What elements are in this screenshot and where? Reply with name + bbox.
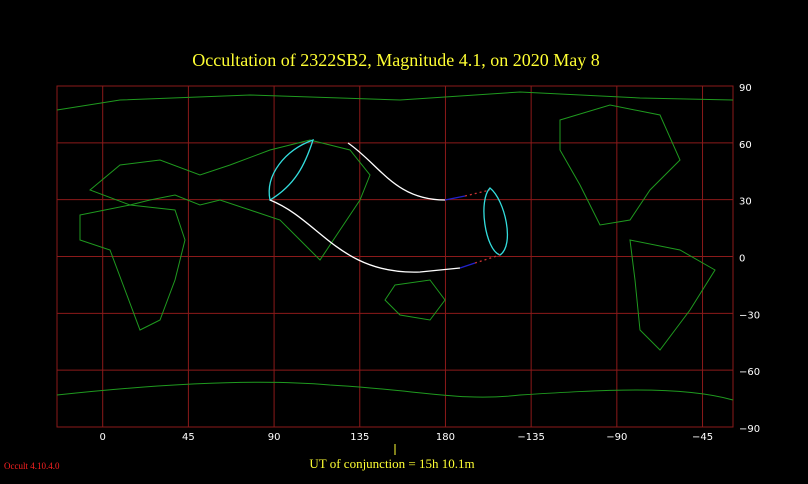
y-tick-label: 30 — [739, 197, 752, 208]
path-extension — [464, 189, 491, 197]
path-limit — [268, 138, 315, 202]
x-tick-label: 135 — [350, 432, 369, 443]
path-extension — [474, 254, 501, 264]
x-tick-label: 45 — [182, 432, 195, 443]
x-tick-label: 0 — [100, 432, 106, 443]
coastline — [79, 204, 186, 331]
path-extension — [459, 262, 476, 269]
y-tick-label: −60 — [739, 367, 760, 378]
path-extension — [444, 195, 466, 201]
coastline — [56, 381, 734, 401]
chart-title: Occultation of 2322SB2, Magnitude 4.1, o… — [192, 50, 599, 70]
coastline — [384, 279, 446, 321]
grid — [56, 85, 734, 428]
x-tick-label: 180 — [436, 432, 455, 443]
y-tick-label: 0 — [739, 254, 745, 265]
y-tick-label: 90 — [739, 83, 752, 94]
x-tick-label: −135 — [517, 432, 544, 443]
path-limit — [483, 187, 508, 256]
path-limit — [347, 142, 446, 201]
y-tick-label: 60 — [739, 140, 752, 151]
x-tick-label: −45 — [692, 432, 713, 443]
coastline — [56, 91, 734, 111]
path-limit — [269, 199, 461, 273]
occultation-path — [268, 138, 508, 273]
coastline — [629, 239, 716, 351]
version-label: Occult 4.10.4.0 — [4, 461, 60, 471]
y-tick-label: −30 — [739, 310, 760, 321]
x-tick-label: −90 — [606, 432, 627, 443]
x-tick-label: 90 — [268, 432, 281, 443]
coastlines — [56, 91, 734, 401]
conjunction-label: UT of conjunction = 15h 10.1m — [309, 456, 474, 471]
coastline — [559, 104, 681, 226]
y-tick-label: −90 — [739, 424, 760, 435]
coastline — [89, 139, 371, 261]
